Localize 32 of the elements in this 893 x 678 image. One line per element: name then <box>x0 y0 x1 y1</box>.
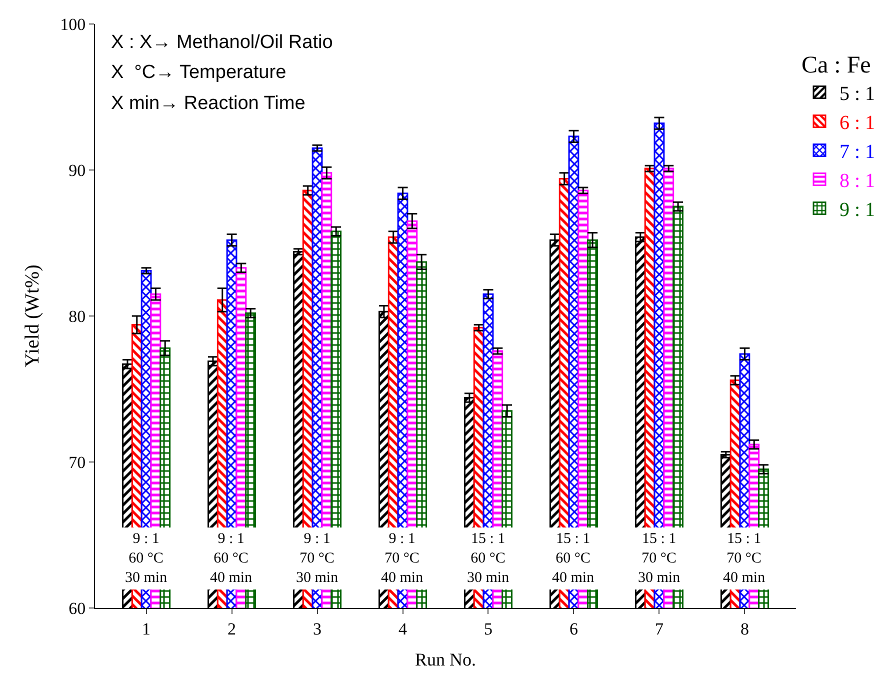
x-tick-label: 2 <box>228 619 236 638</box>
x-tick-label: 3 <box>313 619 322 638</box>
x-tick-label: 1 <box>142 619 151 638</box>
x-tick-label: 6 <box>569 619 578 638</box>
x-tick-label: 8 <box>740 619 749 638</box>
annotation: X °C→ Temperature <box>111 62 286 83</box>
annotation: 15 : 1 70 °C 40 min <box>723 531 766 586</box>
text: 6 : 1 <box>840 112 876 134</box>
text: 9 : 1 <box>840 199 876 222</box>
annotation: 9 : 1 60 °C 30 min <box>125 531 168 586</box>
y-tick-label: 100 <box>60 14 86 34</box>
annotation: X : X→ Methanol/Oil Ratio <box>111 32 333 53</box>
annotation: 9 : 1 70 °C 40 min <box>381 531 424 586</box>
annotation: 15 : 1 60 °C 30 min <box>467 531 510 586</box>
y-tick-label: 60 <box>68 598 86 618</box>
x-tick-label: 4 <box>398 619 408 638</box>
annotation: X min→ Reaction Time <box>111 93 306 114</box>
y-tick-label: 80 <box>68 306 86 326</box>
legend-title: Ca : Fe <box>802 52 871 79</box>
y-axis-title: Yield (Wt%) <box>22 264 44 368</box>
annotation: 9 : 1 70 °C 30 min <box>296 531 339 586</box>
annotation: 15 : 1 60 °C 40 min <box>552 531 595 586</box>
x-tick-label: 5 <box>484 619 492 638</box>
x-axis-title: Run No. <box>414 650 476 670</box>
annotation: 15 : 1 70 °C 30 min <box>638 531 681 586</box>
text: 7 : 1 <box>840 141 876 164</box>
text: 5 : 1 <box>840 83 876 106</box>
y-tick-label: 90 <box>68 160 86 180</box>
x-tick-label: 7 <box>654 619 664 638</box>
annotation: 9 : 1 60 °C 40 min <box>210 531 253 586</box>
text: 8 : 1 <box>840 170 876 192</box>
y-tick-label: 70 <box>68 452 86 472</box>
